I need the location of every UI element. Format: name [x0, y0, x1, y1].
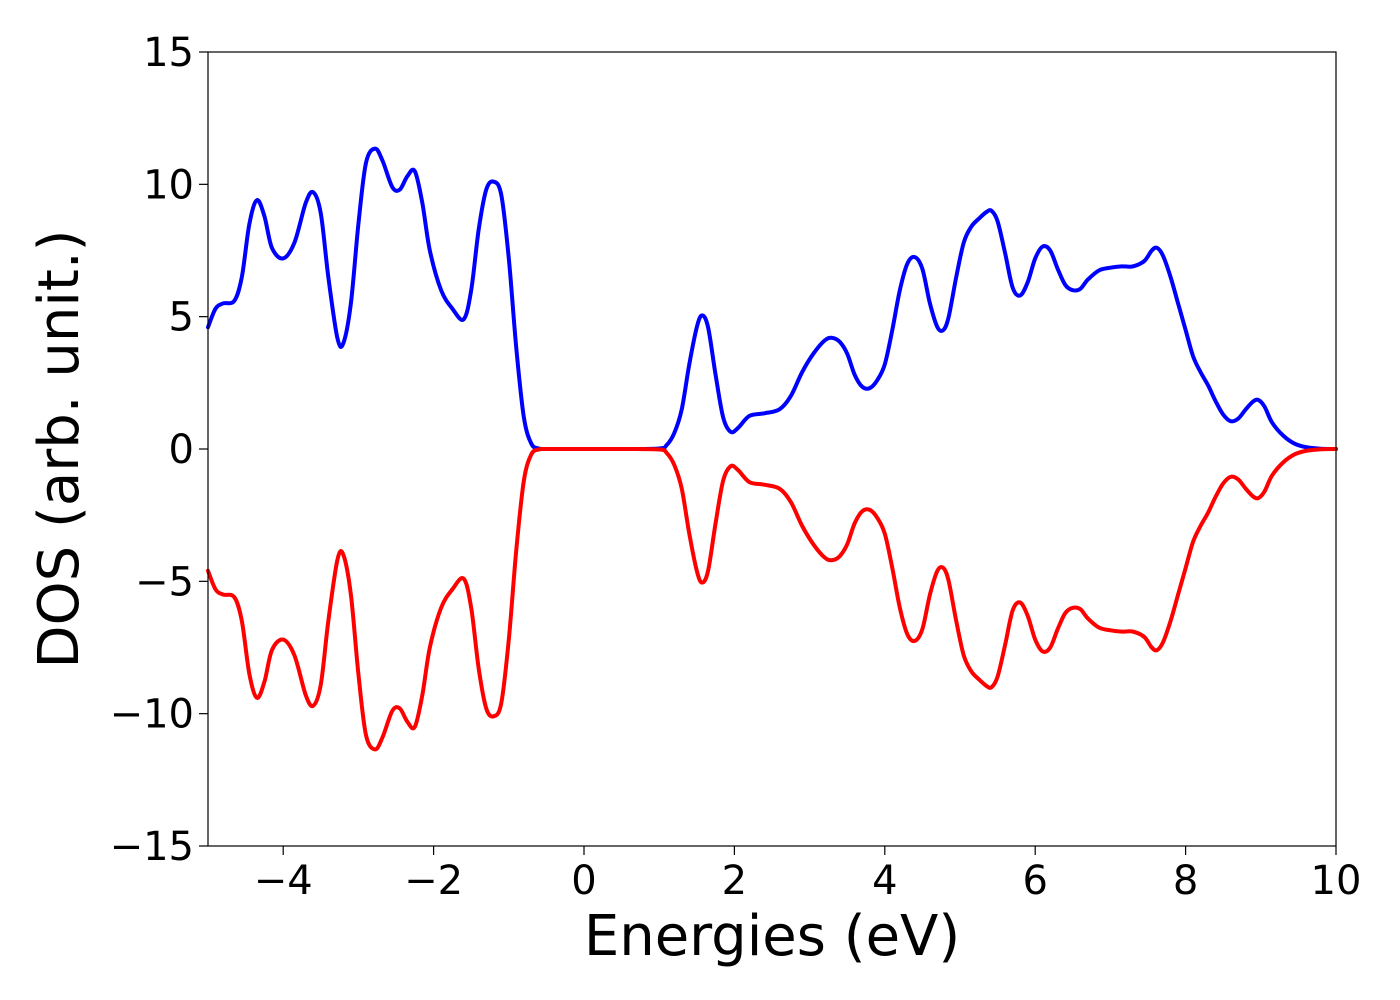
y-tick-label: −5 — [135, 559, 194, 605]
x-tick-label: −4 — [254, 858, 313, 904]
x-tick-label: 2 — [722, 858, 747, 904]
x-axis-title: Energies (eV) — [584, 904, 960, 969]
ticks-layer: −4 −2 0 2 4 6 8 10 −15 −10 −5 0 5 10 15 — [110, 30, 1362, 904]
x-tick-label: 8 — [1173, 858, 1198, 904]
series-line-0 — [206, 146, 1338, 452]
x-tick-label: −2 — [404, 858, 463, 904]
x-tick-label: 4 — [872, 858, 897, 904]
y-tick-label: 5 — [169, 295, 194, 341]
series-layer — [206, 146, 1338, 752]
series-line-1 — [206, 446, 1338, 752]
y-tick-label: −10 — [110, 692, 194, 738]
y-tick-label: −15 — [110, 824, 194, 870]
y-tick-label: 0 — [169, 427, 194, 473]
x-tick-label: 6 — [1022, 858, 1047, 904]
plot-frame — [207, 51, 1337, 847]
y-tick-label: 10 — [143, 162, 194, 208]
y-axis-title: DOS (arb. unit.) — [27, 229, 92, 668]
y-tick-label: 15 — [143, 30, 194, 76]
x-tick-label: 0 — [571, 858, 596, 904]
x-tick-label: 10 — [1311, 858, 1362, 904]
